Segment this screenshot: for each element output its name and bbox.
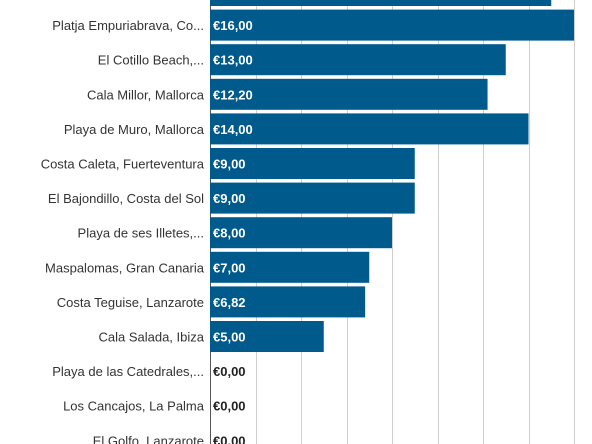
category-label: Cala Millor, Mallorca — [87, 87, 205, 102]
category-label: Costa Teguise, Lanzarote — [57, 295, 204, 310]
category-label: Los Cancajos, La Palma — [63, 399, 205, 414]
value-label: €14,00 — [213, 122, 253, 137]
category-label: El Cotillo Beach,... — [98, 53, 204, 68]
value-label: €0,00 — [213, 399, 246, 414]
value-label: €5,00 — [213, 330, 246, 345]
bar — [210, 113, 529, 145]
bar — [210, 182, 415, 214]
category-label: Playa de Muro, Mallorca — [64, 122, 205, 137]
bar — [210, 44, 506, 76]
bar — [210, 0, 552, 6]
category-labels: Platja Empuriabrava, Co... El Cotillo Bea… — [41, 18, 205, 444]
bar — [210, 78, 488, 110]
value-label: €9,00 — [213, 157, 246, 172]
bar — [210, 217, 392, 249]
value-label: €16,00 — [213, 18, 253, 33]
category-label: El Bajondillo, Costa del Sol — [48, 191, 204, 206]
value-label: €12,20 — [213, 87, 253, 102]
category-label: Playa de las Catedrales,... — [52, 364, 204, 379]
value-labels: €16,00 €13,00 €12,20 €14,00 €9,00 €9,00 €8,00 €… — [213, 18, 253, 444]
value-label: €13,00 — [213, 53, 253, 68]
category-label: Maspalomas, Gran Canaria — [45, 260, 205, 275]
bars — [210, 0, 574, 352]
value-label: €8,00 — [213, 226, 246, 241]
bar — [210, 286, 366, 318]
category-label: Platja Empuriabrava, Co... — [52, 18, 204, 33]
bar — [210, 321, 324, 352]
bar — [210, 148, 415, 179]
value-label: €6,82 — [213, 295, 246, 310]
category-label: Costa Caleta, Fuerteventura — [41, 157, 205, 172]
bar — [210, 9, 574, 41]
value-label: €0,00 — [213, 433, 246, 444]
category-label: El Golfo, Lanzarote — [93, 433, 204, 444]
value-label: €0,00 — [213, 364, 246, 379]
value-label: €9,00 — [213, 191, 246, 206]
category-label: Playa de ses Illetes,... — [78, 226, 204, 241]
category-label: Cala Salada, Ibiza — [98, 330, 204, 345]
bar — [210, 251, 370, 283]
value-label: €7,00 — [213, 260, 246, 275]
